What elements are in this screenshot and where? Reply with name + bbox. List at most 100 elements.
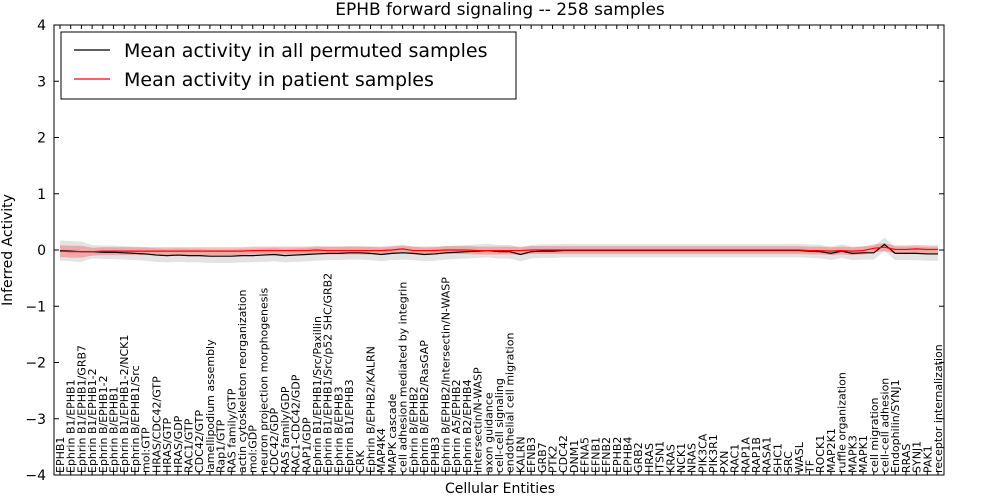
x-category-label: Endophilin/SYNJ1 bbox=[889, 379, 902, 473]
x-category-label: EFNB2 bbox=[600, 437, 613, 473]
x-category-label: Ephrin A5/EPHB2 bbox=[450, 379, 463, 473]
legend-label-1: Mean activity in patient samples bbox=[124, 69, 434, 91]
x-category-label: EFNA5 bbox=[579, 437, 592, 473]
y-axis-label: Inferred Activity bbox=[0, 194, 16, 306]
y-tick-label: 1 bbox=[37, 187, 46, 203]
x-category-label: Ephrin B1/EPHB3 bbox=[343, 379, 356, 473]
x-category-label: Ephrin B/EPHB2/KALRN bbox=[365, 346, 378, 473]
x-category-label: Ephrin B/EPHB2/RasGAP bbox=[418, 340, 431, 473]
x-category-label: MAPK1 bbox=[857, 435, 870, 473]
x-category-label: Ephrin B1/EPHB1-2 bbox=[86, 368, 99, 473]
x-category-label: EPHB1 bbox=[54, 437, 67, 473]
x-category-label: Ephrin B/EPHB3 bbox=[332, 386, 345, 473]
x-category-label: MAP2K1 bbox=[825, 428, 838, 473]
x-category-label: Ephrin B/EPHB2/Intersectin/N-WASP bbox=[439, 277, 452, 473]
x-category-label: MAP4K4 bbox=[375, 428, 388, 473]
x-category-label: PXN bbox=[718, 451, 731, 473]
x-category-label: Ephrin B1/EPHB1/Src/Paxillin bbox=[311, 316, 324, 473]
x-category-label: RASA1 bbox=[761, 437, 774, 473]
x-category-label: NRAS bbox=[686, 443, 699, 473]
x-category-label: SRC bbox=[782, 451, 795, 473]
x-category-label: RAC1 bbox=[729, 444, 742, 473]
x-category-label: CDC42/GTP bbox=[193, 410, 206, 473]
x-category-label: EPHB2 bbox=[611, 437, 624, 473]
x-category-label: Ephrin B1/EPHB1/Src/p52 SHC/GRB2 bbox=[322, 273, 335, 473]
x-category-label: Ephrin B/EPHB1-2 bbox=[97, 375, 110, 473]
x-category-label: neuron projection morphogenesis bbox=[257, 287, 270, 473]
x-category-label: Ephrin B1/EPHB1-2/NCK1 bbox=[118, 335, 131, 473]
x-category-label: receptor internalization bbox=[932, 344, 945, 473]
x-category-label: CRK bbox=[354, 450, 367, 473]
x-category-label: GRB7 bbox=[536, 442, 549, 473]
legend-box bbox=[60, 31, 517, 100]
x-category-label: cell-cell adhesion bbox=[878, 378, 891, 473]
x-category-label: EFNB1 bbox=[589, 437, 602, 473]
y-tick-label: 2 bbox=[37, 131, 46, 147]
x-category-label: PIK3CA bbox=[696, 433, 709, 473]
x-category-label: HRAS/GTP bbox=[161, 417, 174, 473]
x-category-label: Ephrin B1/EPHB1 bbox=[65, 379, 78, 473]
x-category-label: RAP1B bbox=[750, 437, 763, 473]
x-category-label: ITSN1 bbox=[654, 441, 667, 473]
x-category-label: ruffle organization bbox=[836, 372, 849, 473]
x-category-label: Ephrin B/EPHB1 bbox=[108, 386, 121, 473]
x-category-label: lamellipodium assembly bbox=[204, 339, 217, 473]
legend-label-0: Mean activity in all permuted samples bbox=[124, 40, 487, 62]
x-category-label: DNM1 bbox=[568, 440, 581, 473]
x-category-label: mol:GDP bbox=[247, 425, 260, 473]
x-category-label: actin cytoskeleton reorganization bbox=[236, 289, 249, 473]
x-category-label: RAS family/GTP bbox=[225, 388, 238, 473]
x-category-label: RAS family/GDP bbox=[279, 386, 292, 473]
x-category-label: HRAS/CDC42/GTP bbox=[150, 376, 163, 473]
x-category-label: HRAS/GDP bbox=[172, 415, 185, 473]
y-tick-label: 0 bbox=[37, 243, 46, 259]
y-tick-label: −1 bbox=[25, 299, 46, 315]
x-axis-label: Cellular Entities bbox=[445, 481, 555, 497]
x-category-label: RRAS bbox=[900, 444, 913, 473]
x-category-label: cell migration bbox=[868, 397, 881, 473]
x-category-label: cell adhesion mediated by integrin bbox=[397, 282, 410, 473]
x-category-label: ROCK1 bbox=[814, 435, 827, 473]
x-category-label: TF bbox=[804, 460, 817, 474]
x-category-label: EFNB3 bbox=[525, 437, 538, 473]
x-category-label: EPHB3 bbox=[429, 437, 442, 473]
x-category-label: Rap1/GTP bbox=[215, 419, 228, 473]
x-category-label: SHC1 bbox=[771, 443, 784, 473]
x-category-label: MAPK3 bbox=[846, 435, 859, 473]
x-category-label: CDC42/GDP bbox=[268, 407, 281, 473]
x-category-label: Ephrin B/EPHB1/Src bbox=[129, 365, 142, 473]
y-tick-label: −4 bbox=[25, 468, 46, 484]
series-line-1 bbox=[59, 246, 938, 253]
x-category-label: KALRN bbox=[514, 436, 527, 473]
x-category-label: EPHB4 bbox=[621, 437, 634, 473]
x-category-label: WASL bbox=[793, 441, 806, 473]
x-category-label: Intersectin/N-WASP bbox=[472, 367, 485, 473]
x-category-label: RAP1A bbox=[739, 437, 752, 473]
x-category-label: endothelial cell migration bbox=[504, 333, 517, 473]
x-category-label: RAP1/GDP bbox=[300, 417, 313, 473]
x-category-label: RAC1-CDC42/GDP bbox=[290, 374, 303, 473]
x-category-label: PTK2 bbox=[547, 445, 560, 473]
x-category-label: Ephrin B1/EPHB1/GRB7 bbox=[75, 345, 88, 473]
y-tick-label: −3 bbox=[25, 412, 46, 428]
x-category-label: HRAS bbox=[643, 443, 656, 473]
y-tick-label: 3 bbox=[37, 74, 46, 90]
chart-title: EPHB forward signaling -- 258 samples bbox=[335, 0, 665, 20]
y-tick-label: 4 bbox=[37, 18, 46, 34]
x-category-label: NCK1 bbox=[675, 443, 688, 473]
x-category-label: PAK1 bbox=[921, 445, 934, 473]
x-category-label: SYNJ1 bbox=[911, 441, 924, 473]
x-category-label: Ephrin B2/EPHB4 bbox=[461, 379, 474, 473]
x-category-label: Ephrin B/EPHB2 bbox=[407, 386, 420, 473]
x-category-label: KRAS bbox=[664, 444, 677, 473]
x-category-label: PIK3R1 bbox=[707, 434, 720, 473]
x-category-label: axon guidance bbox=[482, 392, 495, 473]
x-category-label: cell-cell signaling bbox=[493, 378, 506, 473]
x-category-label: GRB2 bbox=[632, 442, 645, 473]
x-category-label: RAC1/GTP bbox=[182, 418, 195, 473]
y-tick-label: −2 bbox=[25, 356, 46, 372]
x-category-label: mol:GTP bbox=[140, 427, 153, 473]
x-category-label: MAPK cascade bbox=[386, 393, 399, 473]
x-category-label: CDC42 bbox=[557, 435, 570, 473]
